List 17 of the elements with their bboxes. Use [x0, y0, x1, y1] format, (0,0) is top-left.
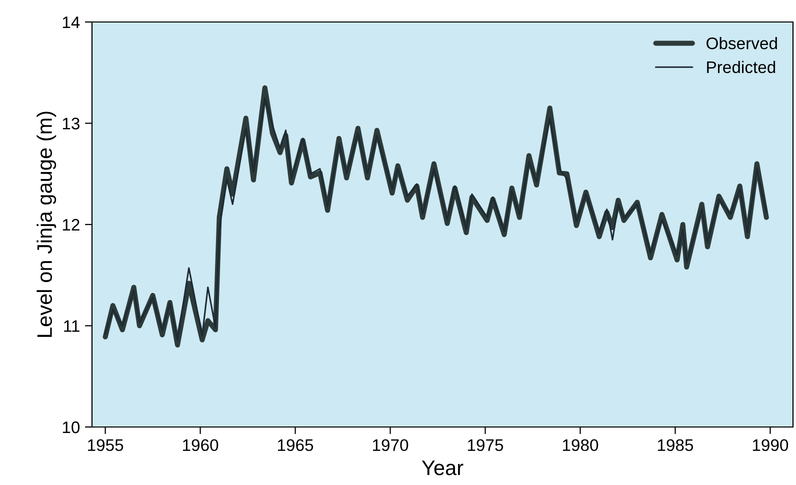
x-tick-label: 1970 — [372, 439, 408, 452]
y-tick-label: 14 — [62, 16, 80, 28]
x-tick-label: 1955 — [88, 439, 124, 452]
x-axis-title: Year — [422, 460, 464, 476]
legend-label: Predicted — [707, 60, 776, 74]
y-axis-title: Level on Jinja gauge (m) — [36, 112, 56, 337]
y-tick-label: 11 — [64, 320, 80, 332]
x-tick-label: 1985 — [658, 439, 694, 452]
x-tick-label: 1990 — [752, 439, 788, 452]
y-tick-label: 10 — [62, 421, 80, 434]
x-tick-label: 1975 — [468, 439, 504, 452]
x-tick-label: 1980 — [562, 439, 598, 452]
x-tick-label: 1960 — [183, 439, 218, 452]
legend-label: Observed — [706, 37, 777, 50]
y-tick-label: 12 — [62, 218, 80, 231]
x-tick-label: 1965 — [278, 439, 314, 452]
y-tick-label: 13 — [62, 118, 80, 130]
